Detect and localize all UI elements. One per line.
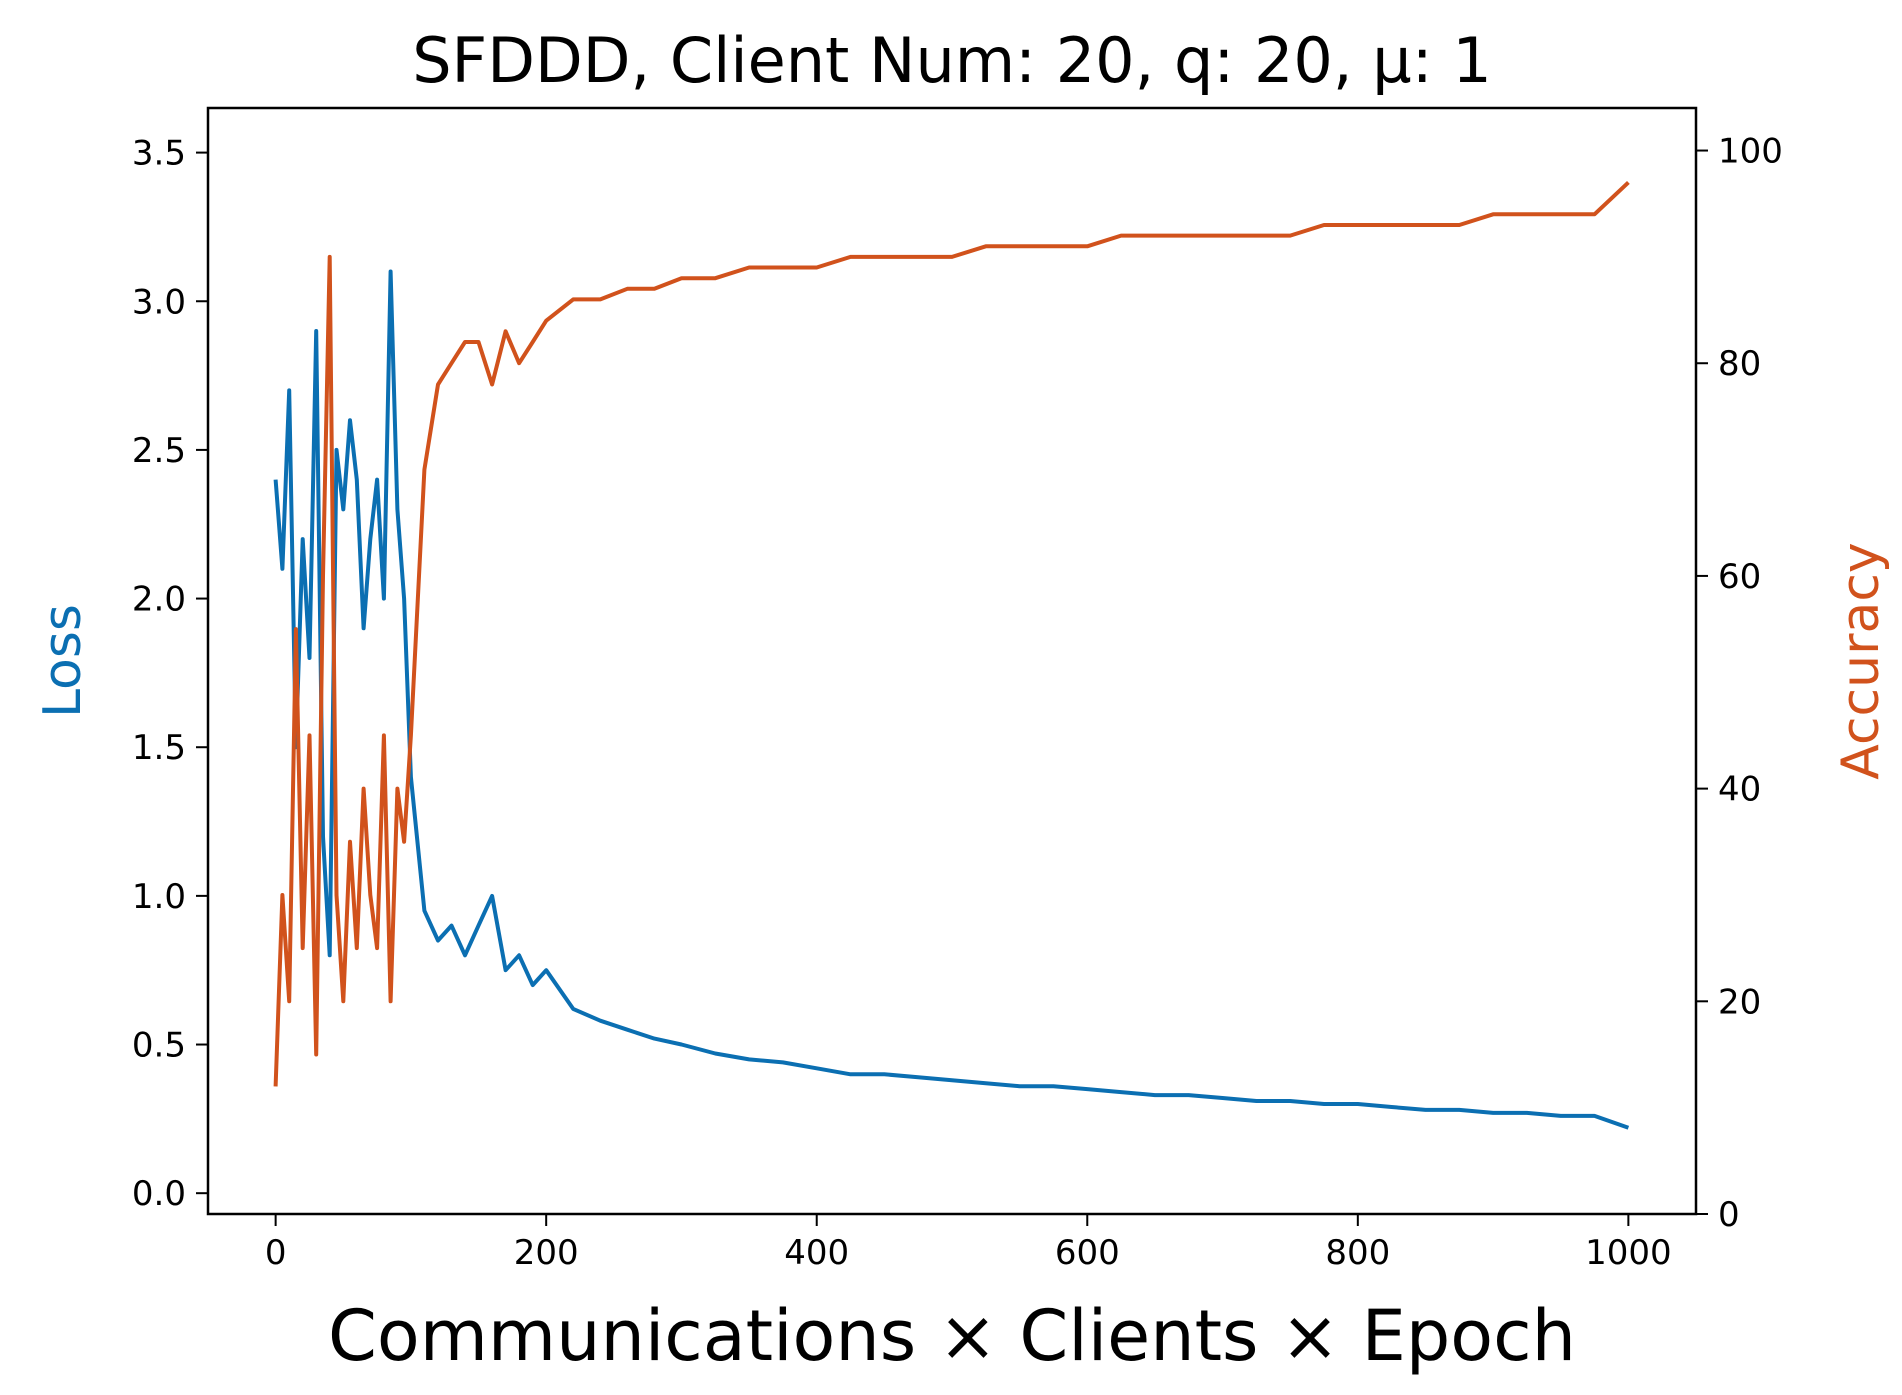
y-left-tick-label: 3.0 — [132, 282, 186, 322]
x-tick-label: 600 — [1055, 1233, 1120, 1273]
y-left-tick-label: 0.5 — [132, 1026, 186, 1066]
x-tick-label: 0 — [265, 1233, 287, 1273]
plot-frame — [206, 106, 1698, 1216]
y-right-tick-label: 40 — [1718, 770, 1761, 810]
axes-layer: 0 200 400 600 800 10000.00.51.01.52.02.53.03.… — [132, 132, 1783, 1273]
y-left-tick-label: 2.0 — [132, 580, 186, 620]
chart-title: SFDDD, Client Num: 20, q: 20, μ: 1 — [412, 24, 1492, 97]
y-axis-left-label: Loss — [33, 604, 93, 718]
series-layer — [273, 180, 1630, 1130]
y-right-tick-label: 100 — [1718, 132, 1783, 172]
y-axis-right-label: Accuracy — [1831, 542, 1891, 779]
y-left-tick-label: 0.0 — [132, 1174, 186, 1214]
x-tick-label: 400 — [784, 1233, 849, 1273]
y-left-tick-label: 3.5 — [132, 134, 186, 174]
y-right-tick-label: 60 — [1718, 557, 1761, 597]
y-right-tick-label: 20 — [1718, 982, 1761, 1022]
x-axis-label: Communications × Clients × Epoch — [328, 1295, 1576, 1377]
y-right-tick-label: 0 — [1718, 1195, 1740, 1235]
x-tick-label: 200 — [514, 1233, 579, 1273]
series-line-accuracy — [273, 180, 1630, 1087]
y-left-tick-label: 2.5 — [132, 431, 186, 471]
x-tick-label: 1000 — [1585, 1233, 1672, 1273]
series-line-loss — [273, 269, 1630, 1130]
y-left-tick-label: 1.0 — [132, 877, 186, 917]
y-right-tick-label: 80 — [1718, 344, 1761, 384]
x-tick-label: 800 — [1325, 1233, 1390, 1273]
y-left-tick-label: 1.5 — [132, 728, 186, 768]
